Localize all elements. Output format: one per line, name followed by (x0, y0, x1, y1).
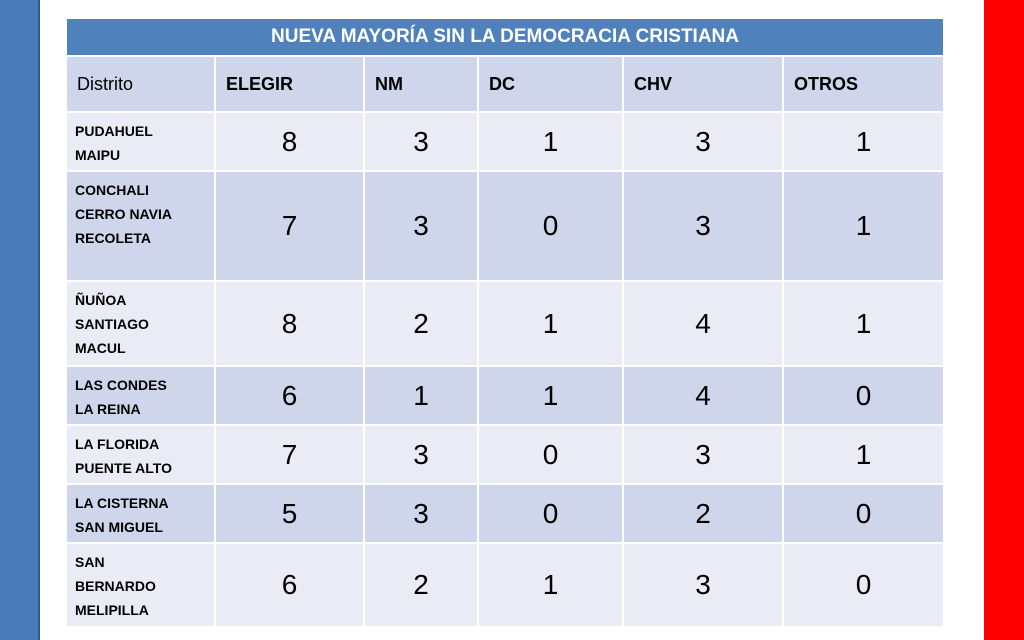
nm-cell: 3 (363, 111, 479, 172)
distrito-cell: SAN BERNARDO MELIPILLA (65, 542, 216, 628)
elegir-cell: 5 (214, 483, 365, 544)
header-chv: CHV (622, 55, 784, 113)
table-row: SAN BERNARDO MELIPILLA 6 2 1 3 0 (65, 542, 946, 628)
distrito-cell: PUDAHUEL MAIPU (65, 111, 216, 172)
dc-cell: 0 (477, 424, 624, 485)
elegir-cell: 6 (214, 542, 365, 628)
elegir-cell: 8 (214, 111, 365, 172)
distrito-cell: ÑUÑOA SANTIAGO MACUL (65, 280, 216, 367)
chv-cell: 3 (622, 542, 784, 628)
elegir-cell: 7 (214, 170, 365, 282)
dc-cell: 1 (477, 365, 624, 426)
otros-cell: 1 (781, 280, 946, 367)
nm-cell: 3 (363, 483, 479, 544)
distrito-line: SAN MIGUEL (75, 519, 163, 535)
otros-cell: 0 (781, 365, 946, 426)
table-title: NUEVA MAYORÍA SIN LA DEMOCRACIA CRISTIAN… (64, 17, 946, 57)
distrito-cell: CONCHALI CERRO NAVIA RECOLETA (65, 170, 216, 282)
otros-cell: 1 (781, 424, 946, 485)
distrito-cell: LAS CONDES LA REINA (65, 365, 216, 426)
distrito-line: CONCHALI (75, 182, 149, 198)
distrito-line: SAN (75, 554, 105, 570)
chv-cell: 4 (622, 280, 784, 367)
otros-cell: 0 (781, 483, 946, 544)
distrito-line: LAS CONDES (75, 377, 167, 393)
dc-cell: 1 (477, 111, 624, 172)
dc-cell: 0 (477, 170, 624, 282)
chv-cell: 3 (622, 424, 784, 485)
nm-cell: 1 (363, 365, 479, 426)
distrito-line: BERNARDO (75, 578, 156, 594)
distrito-line: LA REINA (75, 401, 141, 417)
distrito-line: PUENTE ALTO (75, 460, 172, 476)
dc-cell: 1 (477, 280, 624, 367)
distrito-line: CERRO NAVIA (75, 206, 172, 222)
elegir-cell: 8 (214, 280, 365, 367)
table-row: CONCHALI CERRO NAVIA RECOLETA 7 3 0 3 1 (65, 170, 946, 282)
header-otros: OTROS (781, 55, 946, 113)
distrito-cell: LA FLORIDA PUENTE ALTO (65, 424, 216, 485)
chv-cell: 3 (622, 170, 784, 282)
distrito-line: LA CISTERNA (75, 495, 169, 511)
chv-cell: 4 (622, 365, 784, 426)
table-row: ÑUÑOA SANTIAGO MACUL 8 2 1 4 1 (65, 280, 946, 367)
distrito-line: SANTIAGO (75, 316, 149, 332)
otros-cell: 0 (781, 542, 946, 628)
chv-cell: 3 (622, 111, 784, 172)
nm-cell: 3 (363, 424, 479, 485)
dc-cell: 1 (477, 542, 624, 628)
header-elegir: ELEGIR (214, 55, 365, 113)
header-nm: NM (363, 55, 479, 113)
distrito-line: LA FLORIDA (75, 436, 160, 452)
distrito-line: ÑUÑOA (75, 292, 127, 308)
dc-cell: 0 (477, 483, 624, 544)
elegir-cell: 6 (214, 365, 365, 426)
elegir-cell: 7 (214, 424, 365, 485)
left-decor-bar (0, 0, 40, 640)
header-row: Distrito ELEGIR NM DC CHV OTROS (65, 55, 946, 113)
distrito-line: MACUL (75, 340, 126, 356)
table-row: LA FLORIDA PUENTE ALTO 7 3 0 3 1 (65, 424, 946, 485)
nm-cell: 2 (363, 280, 479, 367)
distrito-cell: LA CISTERNA SAN MIGUEL (65, 483, 216, 544)
distrito-line: RECOLETA (75, 230, 151, 246)
otros-cell: 1 (781, 111, 946, 172)
header-dc: DC (477, 55, 624, 113)
header-distrito: Distrito (65, 55, 216, 113)
results-table: NUEVA MAYORÍA SIN LA DEMOCRACIA CRISTIAN… (64, 17, 946, 628)
distrito-line: MELIPILLA (75, 602, 149, 618)
table-row: LA CISTERNA SAN MIGUEL 5 3 0 2 0 (65, 483, 946, 544)
otros-cell: 1 (781, 170, 946, 282)
nm-cell: 3 (363, 170, 479, 282)
chv-cell: 2 (622, 483, 784, 544)
nm-cell: 2 (363, 542, 479, 628)
table-row: PUDAHUEL MAIPU 8 3 1 3 1 (65, 111, 946, 172)
distrito-line: MAIPU (75, 147, 121, 163)
right-decor-bar (984, 0, 1024, 640)
table-row: LAS CONDES LA REINA 6 1 1 4 0 (65, 365, 946, 426)
distrito-line: PUDAHUEL (75, 123, 153, 139)
